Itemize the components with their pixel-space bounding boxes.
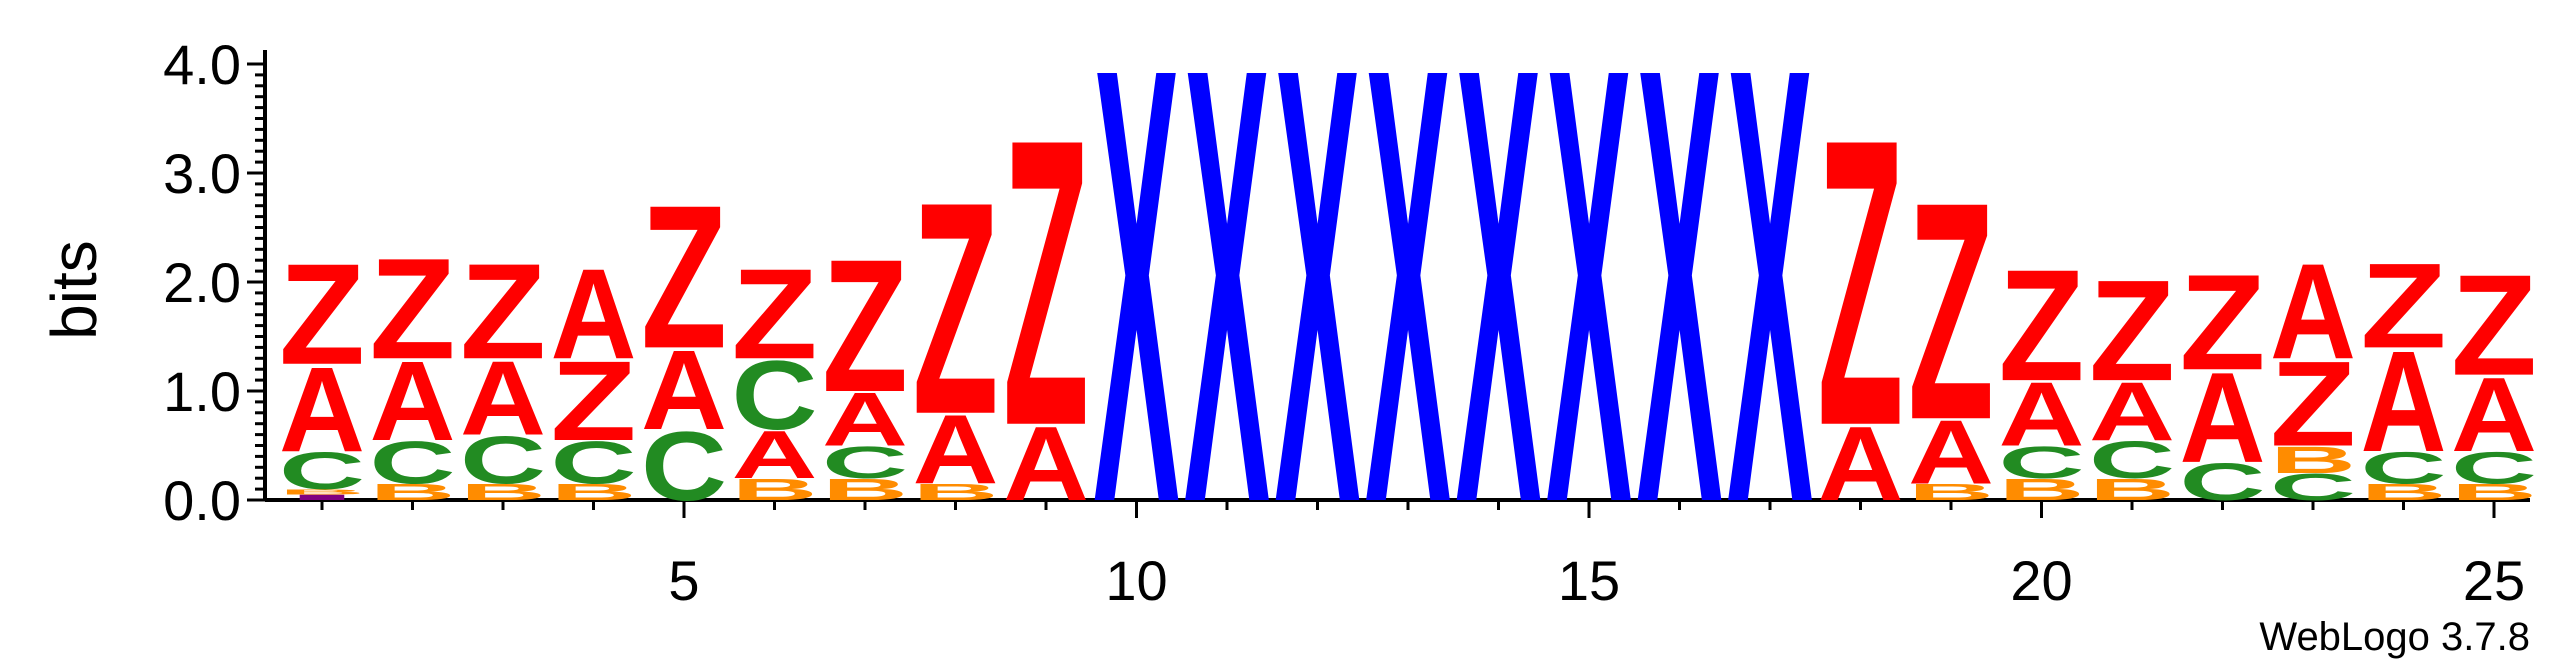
logo-glyph-Z: Z <box>1999 236 2085 414</box>
y-tick-label: 4.0 <box>163 33 241 96</box>
logo-glyph-X: X <box>1184 0 1271 632</box>
x-tick-label: 20 <box>2010 549 2072 612</box>
y-tick-label: 1.0 <box>163 360 241 423</box>
logo-glyph-Z: Z <box>279 234 365 395</box>
logo-glyph-X: X <box>1637 0 1724 632</box>
logo-glyph-Z: Z <box>2089 251 2175 412</box>
logo-glyph-X: X <box>1365 0 1452 632</box>
y-tick-label: 2.0 <box>163 251 241 314</box>
y-tick-label: 0.0 <box>163 469 241 532</box>
logo-glyph-Z: Z <box>460 236 546 387</box>
logo-glyph-Z: Z <box>370 229 456 390</box>
logo-glyph-Z: Z <box>732 242 818 386</box>
logo-glyph-Z: Z <box>1818 53 1904 510</box>
logo-glyph-X: X <box>1727 0 1814 632</box>
x-tick-label: 25 <box>2463 549 2525 612</box>
logo-glyph-Z: Z <box>1003 53 1089 510</box>
y-axis-label: bits <box>38 240 110 340</box>
logo-glyph-Z: Z <box>2361 238 2447 374</box>
logo-glyph-X: X <box>1275 0 1362 632</box>
logo-glyph-Z: Z <box>1908 139 1994 485</box>
logo-glyph-Z: Z <box>641 163 727 391</box>
x-tick-label: 5 <box>668 549 699 612</box>
logo-glyph-Z: Z <box>822 221 908 432</box>
footer-version: WebLogo 3.7.8 <box>2259 615 2530 659</box>
y-axis: 0.0 1.0 2.0 3.0 4.0 <box>163 33 265 532</box>
logo-glyph-Z: Z <box>2180 247 2266 398</box>
logo-glyph-X: X <box>1546 0 1633 632</box>
logo-glyph-Z: Z <box>2451 245 2537 406</box>
logo-glyph-X: X <box>1094 0 1181 632</box>
logo-glyph-Z: Z <box>913 140 999 479</box>
logo-glyph-X: X <box>1456 0 1543 632</box>
y-tick-label: 3.0 <box>163 142 241 205</box>
logo-glyph-A: A <box>551 243 637 386</box>
logo-glyph-A: A <box>2270 236 2356 388</box>
